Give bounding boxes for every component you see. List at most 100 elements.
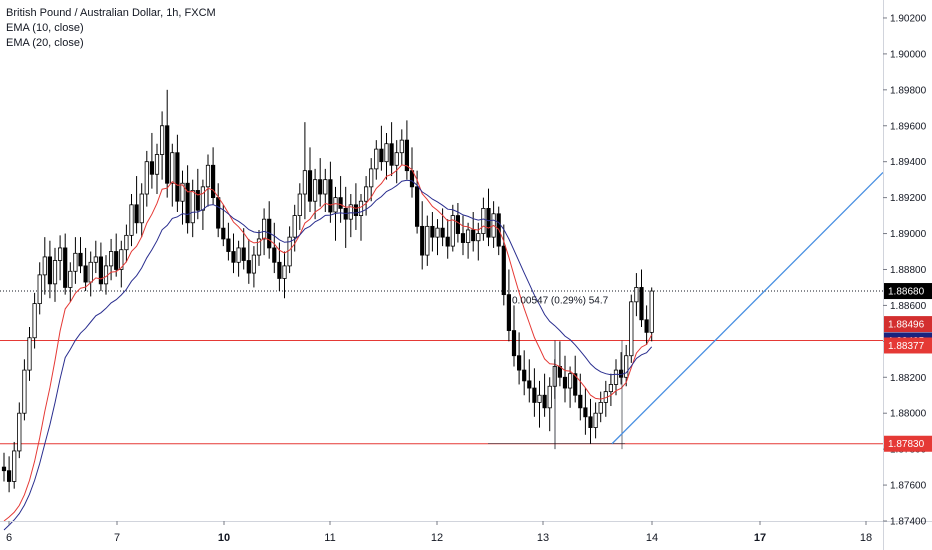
bull-candle bbox=[42, 256, 47, 276]
bull-candle bbox=[261, 218, 267, 240]
bull-candle bbox=[109, 251, 114, 267]
bear-candle bbox=[272, 247, 277, 263]
bull-candle bbox=[27, 337, 32, 371]
bear-candle bbox=[588, 416, 593, 428]
y-tick-label: 1.88200 bbox=[890, 373, 927, 384]
price-badge-label: 1.88377 bbox=[888, 341, 925, 352]
bull-candle bbox=[58, 247, 63, 261]
bull-candle bbox=[450, 215, 455, 247]
chart-title: British Pound / Australian Dollar, 1h, F… bbox=[6, 7, 216, 19]
bull-candle bbox=[170, 152, 175, 184]
bull-candle bbox=[481, 207, 486, 234]
bear-candle bbox=[185, 182, 190, 224]
bear-candle bbox=[165, 125, 170, 184]
bull-candle bbox=[251, 254, 256, 274]
bull-candle bbox=[154, 154, 160, 175]
bear-candle bbox=[210, 164, 216, 199]
bull-candle bbox=[425, 225, 430, 256]
bear-candle bbox=[1, 466, 7, 472]
bear-candle bbox=[511, 330, 517, 357]
bull-candle bbox=[302, 170, 308, 195]
y-tick-label: 1.87600 bbox=[890, 481, 927, 492]
y-tick-label: 1.89000 bbox=[890, 229, 927, 240]
bull-candle bbox=[124, 234, 129, 251]
bull-candle bbox=[399, 139, 404, 154]
ema10-legend: EMA (10, close) bbox=[6, 22, 84, 34]
x-tick-label: 7 bbox=[114, 532, 120, 544]
bear-candle bbox=[517, 355, 522, 371]
bear-candle bbox=[527, 380, 532, 389]
bull-candle bbox=[205, 164, 211, 188]
bull-candle bbox=[190, 190, 195, 224]
bull-candle bbox=[88, 261, 93, 283]
bear-candle bbox=[195, 190, 200, 211]
bull-candle bbox=[180, 182, 185, 202]
bull-candle bbox=[68, 270, 73, 288]
price-badge-label: 1.87830 bbox=[888, 439, 925, 450]
bear-candle bbox=[460, 233, 466, 243]
price-badge bbox=[884, 337, 932, 354]
bull-candle bbox=[608, 384, 614, 393]
bull-candle bbox=[139, 193, 144, 224]
bear-candle bbox=[175, 152, 180, 202]
y-tick-label: 1.89200 bbox=[890, 193, 927, 204]
y-tick-label: 1.90000 bbox=[890, 49, 927, 60]
bull-candle bbox=[333, 197, 338, 213]
bull-candle bbox=[52, 260, 58, 285]
price-badge bbox=[884, 435, 932, 452]
bull-candle bbox=[297, 193, 302, 216]
x-tick-label: 11 bbox=[324, 532, 335, 544]
bull-candle bbox=[358, 200, 364, 216]
bear-candle bbox=[389, 143, 394, 166]
bull-candle bbox=[629, 301, 634, 357]
ema20-legend: EMA (20, close) bbox=[6, 37, 84, 49]
bull-candle bbox=[12, 450, 17, 482]
bull-candle bbox=[435, 227, 440, 238]
bull-candle bbox=[476, 233, 481, 242]
bear-candle bbox=[98, 256, 103, 285]
bull-candle bbox=[37, 274, 42, 305]
x-tick-label: 18 bbox=[860, 532, 872, 544]
bull-candle bbox=[624, 355, 629, 378]
bear-candle bbox=[307, 170, 313, 202]
bear-candle bbox=[379, 148, 384, 163]
bear-candle bbox=[114, 251, 119, 270]
bear-candle bbox=[486, 207, 491, 238]
bull-candle bbox=[649, 290, 654, 333]
ascending-trendline[interactable] bbox=[611, 172, 884, 445]
x-tick-label: 13 bbox=[537, 532, 549, 544]
bull-candle bbox=[256, 238, 262, 256]
bear-candle bbox=[414, 186, 420, 227]
bull-candle bbox=[598, 402, 603, 414]
bear-candle bbox=[532, 387, 537, 403]
bear-candle bbox=[83, 265, 88, 283]
bear-candle bbox=[318, 179, 323, 195]
bull-candle bbox=[32, 303, 37, 339]
bear-candle bbox=[404, 139, 410, 172]
bull-candle bbox=[465, 229, 471, 243]
bear-candle bbox=[7, 470, 12, 482]
bull-candle bbox=[593, 412, 598, 428]
bear-candle bbox=[562, 376, 568, 389]
bull-candle bbox=[374, 148, 379, 170]
bear-candle bbox=[440, 227, 445, 238]
bear-candle bbox=[573, 373, 578, 396]
bull-candle bbox=[384, 143, 389, 163]
bear-candle bbox=[231, 251, 236, 263]
bear-candle bbox=[639, 287, 644, 321]
bear-candle bbox=[78, 252, 83, 267]
price-badge-label: 1.88680 bbox=[888, 287, 925, 298]
horizontal-levels[interactable] bbox=[0, 290, 883, 445]
bull-candle bbox=[348, 204, 353, 220]
measure-annotation: 0.00547 (0.29%) 54.7 bbox=[512, 296, 609, 307]
bear-candle bbox=[63, 247, 68, 288]
y-tick-label: 1.89400 bbox=[890, 157, 927, 168]
drawings[interactable]: 0.00547 (0.29%) 54.7 bbox=[488, 172, 884, 450]
bear-candle bbox=[501, 245, 506, 296]
bear-candle bbox=[246, 260, 251, 274]
bull-candle bbox=[159, 125, 165, 155]
bear-candle bbox=[221, 227, 226, 240]
x-tick-label: 14 bbox=[646, 532, 658, 544]
chart-legend: British Pound / Australian Dollar, 1h, F… bbox=[6, 6, 216, 51]
